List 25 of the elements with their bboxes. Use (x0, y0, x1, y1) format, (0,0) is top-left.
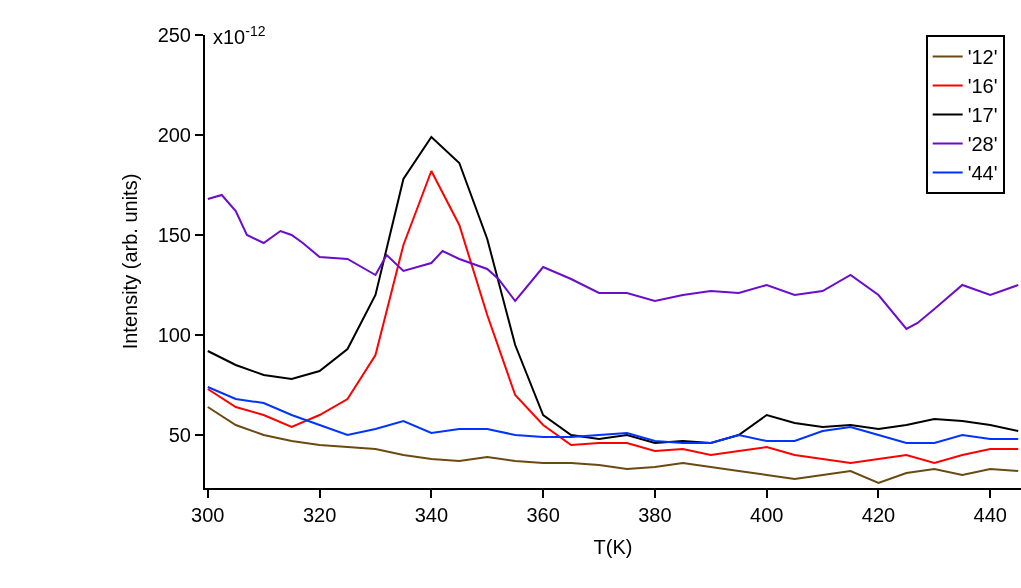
y-axis-title: Intensity (arb. units) (118, 173, 141, 350)
legend-label: '16' (967, 75, 998, 98)
x-tick-label: 380 (638, 504, 672, 526)
x-axis-title: T(K) (593, 536, 633, 558)
legend-label: '17' (967, 104, 998, 127)
x-tick-label: 360 (526, 504, 560, 526)
y-tick-label: 250 (157, 24, 191, 46)
x-tick-label: 400 (750, 504, 784, 526)
y-tick-label: 200 (157, 124, 191, 146)
x-tick-label: 440 (973, 504, 1007, 526)
y-tick-label: 50 (168, 424, 191, 446)
x-tick-label: 340 (414, 504, 449, 526)
line-series (206, 386, 1020, 444)
x-tick-label: 300 (191, 504, 225, 526)
legend-label: '28' (967, 133, 998, 156)
annotation: x10$^{-12}$ (213, 23, 266, 49)
y-tick-label: 100 (157, 324, 191, 346)
y-tick-label: 150 (157, 224, 191, 246)
legend-label: '12' (967, 46, 998, 69)
x-tick-label: 320 (302, 504, 337, 526)
line-series (206, 136, 1020, 444)
legend-label: '44' (967, 162, 998, 185)
line-series (206, 194, 1020, 330)
x-tick-label: 420 (861, 504, 896, 526)
line-series (206, 406, 1020, 484)
